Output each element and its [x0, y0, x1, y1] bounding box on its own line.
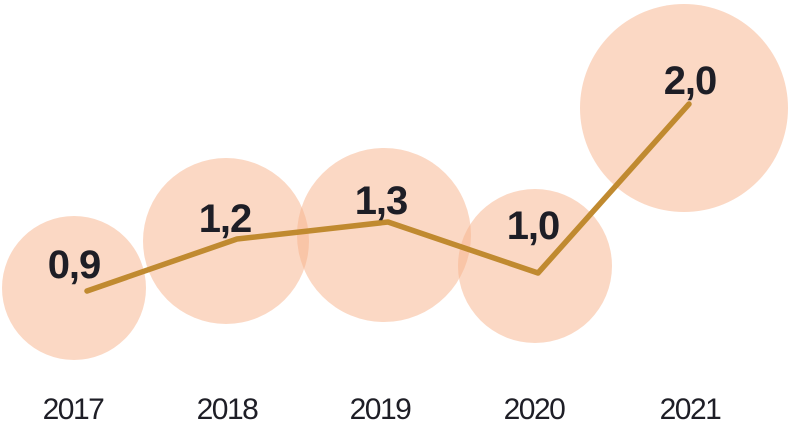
value-label-2020: 1,0: [507, 204, 560, 248]
bubble-2017: [2, 216, 146, 360]
x-axis-label-2019: 2019: [350, 393, 412, 425]
x-axis-label-2020: 2020: [504, 393, 566, 425]
value-label-2021: 2,0: [664, 59, 717, 103]
bubble-2020: [458, 189, 612, 343]
x-axis-label-2021: 2021: [660, 393, 722, 425]
value-label-2017: 0,9: [48, 243, 101, 287]
value-label-2018: 1,2: [199, 197, 252, 241]
x-axis-label-2017: 2017: [43, 393, 105, 425]
value-label-2019: 1,3: [355, 179, 408, 223]
x-axis-label-2018: 2018: [197, 393, 259, 425]
bubble-2019: [297, 148, 471, 322]
trend-line: [84, 101, 692, 294]
